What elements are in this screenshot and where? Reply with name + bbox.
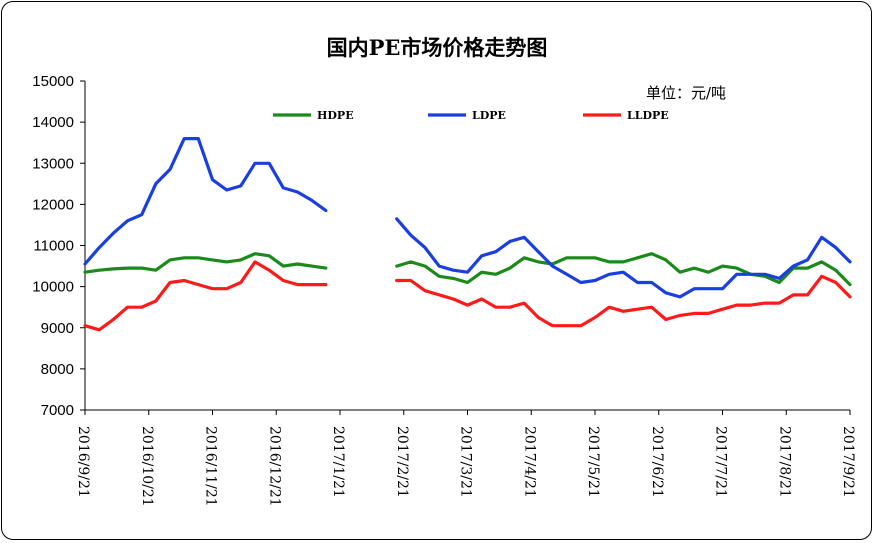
unit-label: 单位：元/吨 [646, 84, 726, 102]
x-tick-label: 2016/9/21 [75, 426, 91, 498]
x-tick-label: 2017/2/21 [394, 426, 410, 498]
y-tick-label: 10000 [32, 279, 74, 296]
y-tick-label: 11000 [33, 238, 74, 255]
series-hdpe [83, 252, 852, 287]
x-tick-label: 2016/12/21 [266, 426, 282, 507]
y-tick-label: 9000 [41, 320, 74, 337]
legend-label-lldpe: LLDPE [627, 109, 669, 122]
legend-label-ldpe: LDPE [472, 109, 506, 122]
x-tick-label: 2017/3/21 [458, 426, 474, 498]
y-tick-label: 14000 [32, 114, 74, 131]
x-tick-label: 2017/5/21 [585, 426, 601, 498]
y-tick-label: 15000 [32, 73, 74, 90]
series-ldpe [83, 137, 852, 299]
legend-label-hdpe: HDPE [317, 109, 354, 122]
series-line-ldpe [395, 217, 852, 299]
series-line-hdpe [83, 252, 328, 274]
series-line-lldpe [83, 260, 328, 332]
chart-title: 国内PE市场价格走势图 [327, 35, 548, 60]
x-tick-label: 2017/8/21 [776, 426, 792, 498]
y-tick-label: 8000 [41, 361, 74, 378]
y-tick-label: 12000 [32, 196, 74, 213]
y-tick-label: 13000 [32, 155, 74, 172]
x-tick-label: 2017/9/21 [840, 426, 856, 498]
y-tick-label: 7000 [41, 402, 74, 419]
x-tick-label: 2017/6/21 [649, 426, 665, 498]
x-tick-label: 2016/11/21 [203, 426, 219, 507]
series-lldpe [83, 260, 852, 332]
axes: 7000 8000 9000 10000 11000 12000 13000 14000 150… [32, 73, 856, 507]
series-line-hdpe [395, 252, 852, 287]
x-tick-label: 2017/1/21 [330, 426, 346, 498]
legend: HDPE LDPE LLDPE [273, 109, 669, 122]
series-layer [83, 137, 852, 332]
x-tick-label: 2017/7/21 [713, 426, 729, 498]
series-line-ldpe [83, 137, 328, 266]
series-line-lldpe [395, 274, 852, 328]
x-tick-label: 2017/4/21 [521, 426, 537, 498]
x-tick-label: 2016/10/21 [139, 426, 155, 507]
